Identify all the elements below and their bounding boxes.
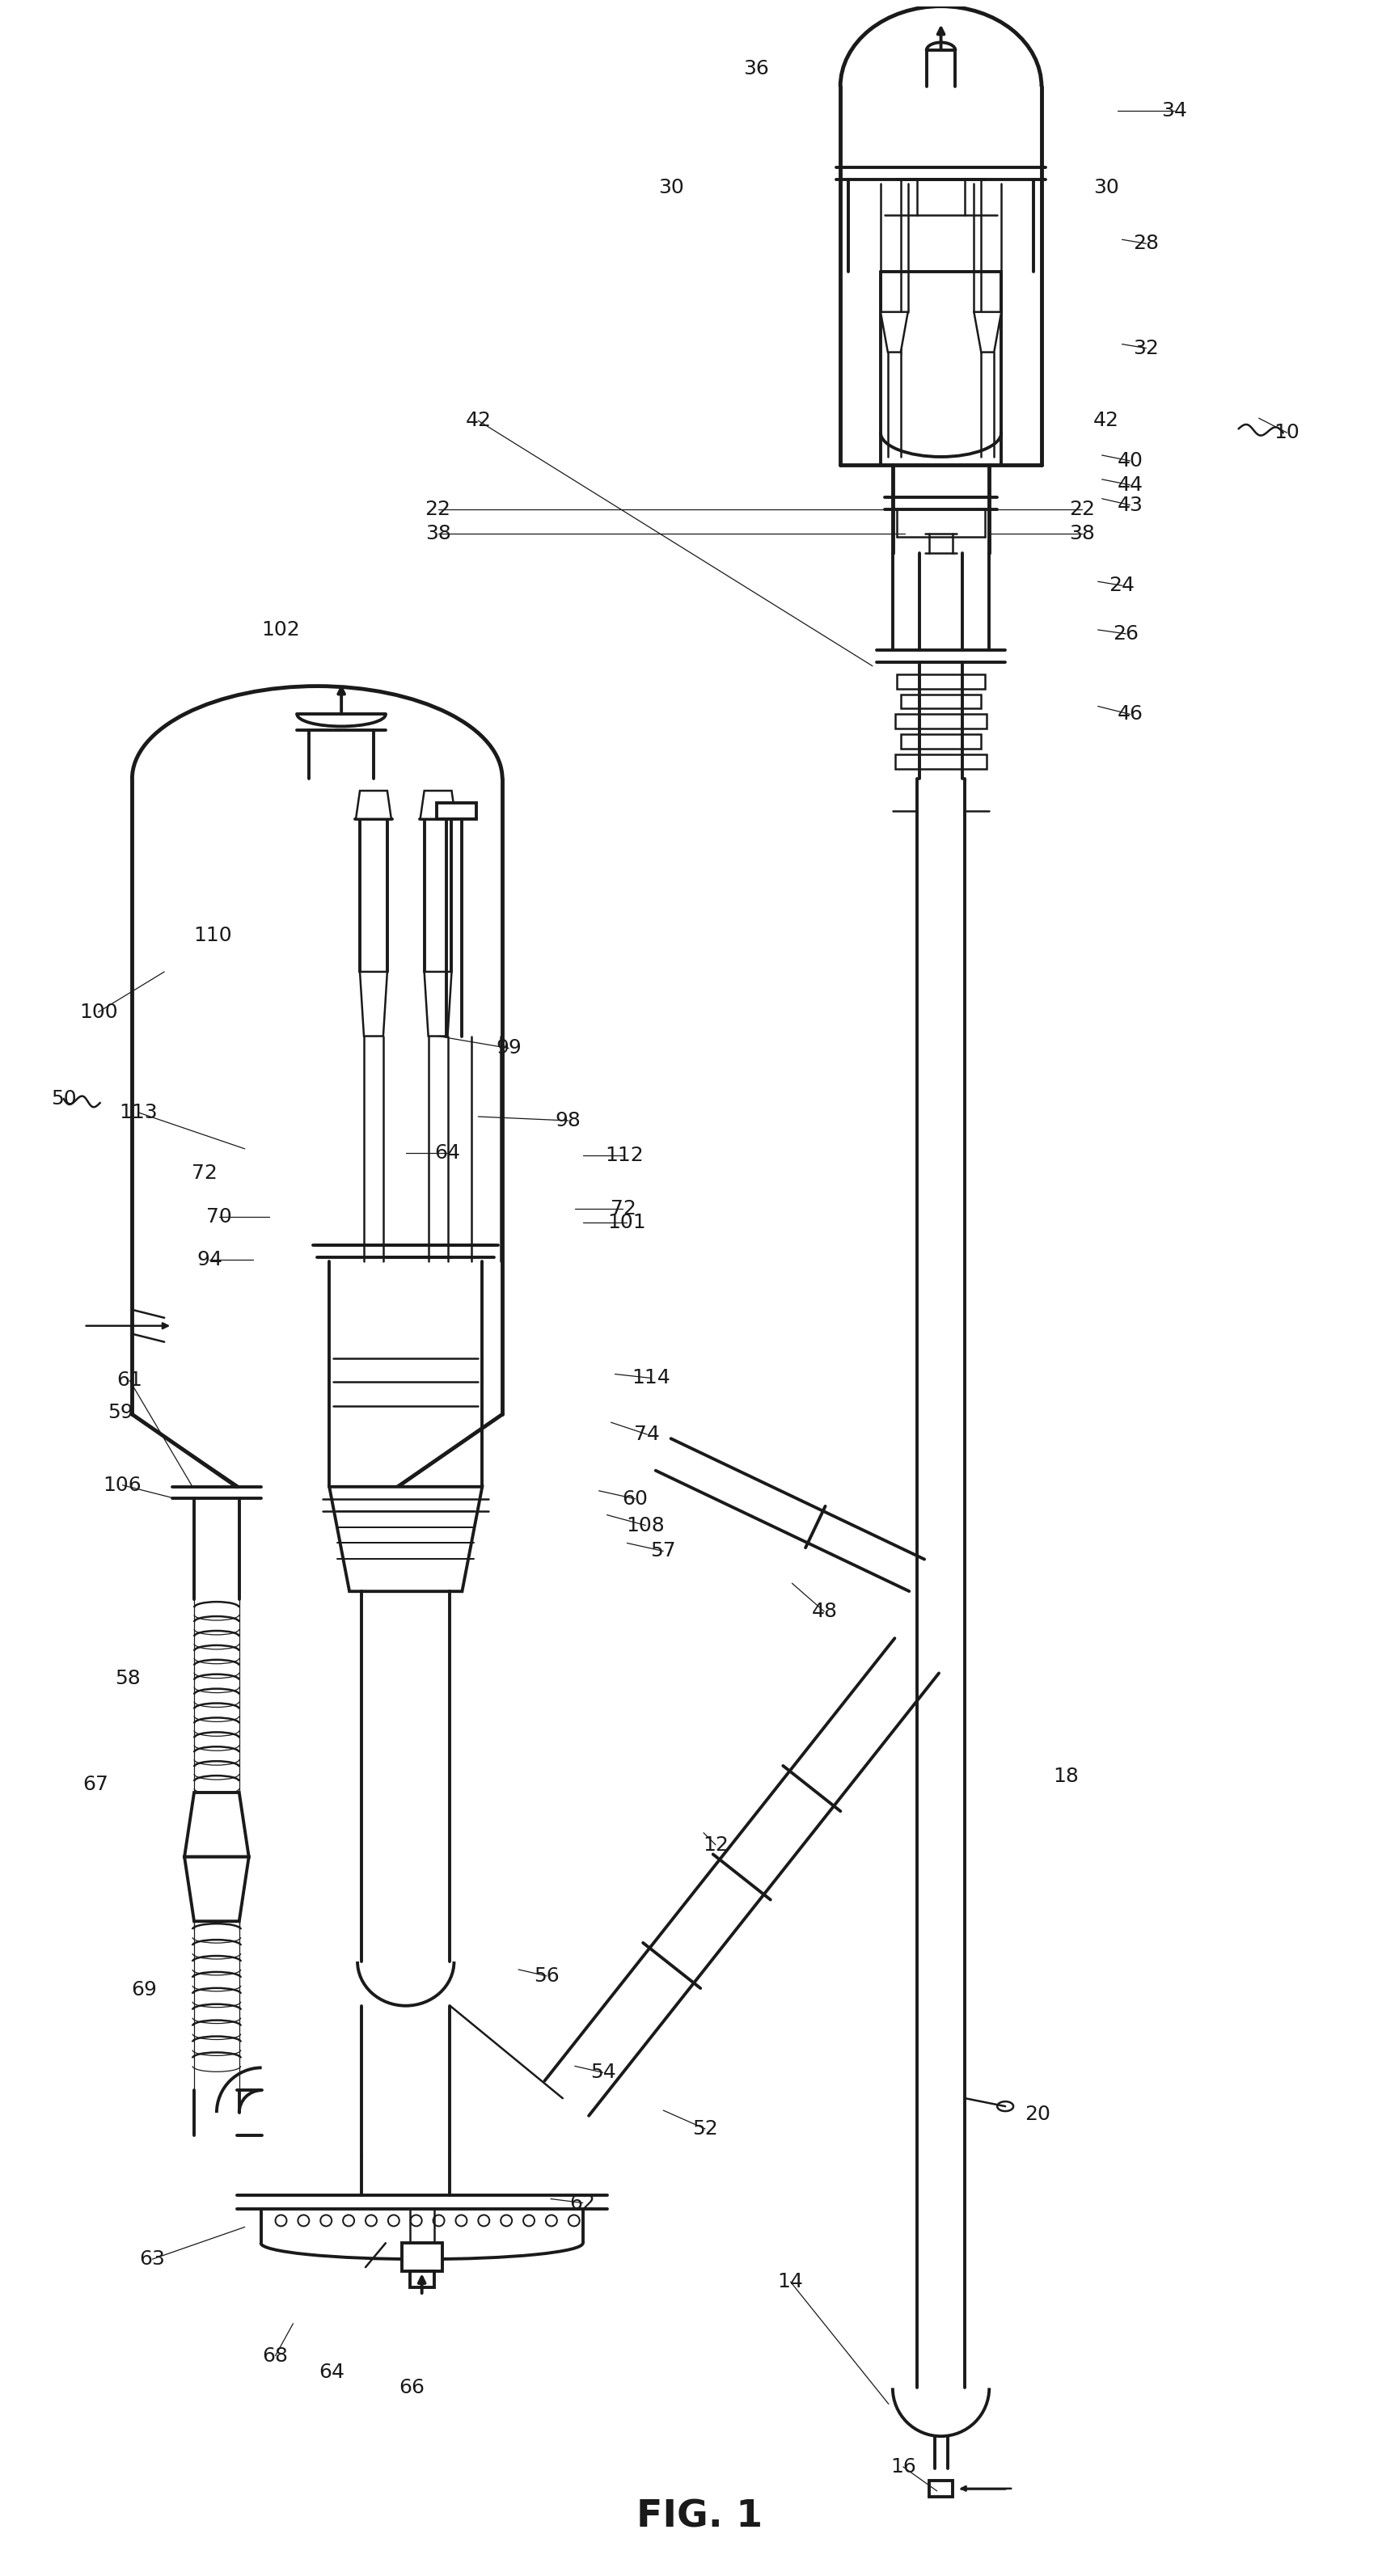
- Text: 30: 30: [1093, 178, 1118, 196]
- Polygon shape: [974, 312, 1000, 353]
- Text: 113: 113: [119, 1103, 158, 1123]
- Polygon shape: [900, 693, 981, 708]
- Polygon shape: [185, 1857, 249, 1922]
- Text: 22: 22: [1069, 500, 1094, 518]
- Polygon shape: [420, 791, 456, 819]
- Text: 38: 38: [425, 523, 450, 544]
- Polygon shape: [355, 791, 392, 819]
- Text: 58: 58: [115, 1669, 141, 1687]
- Text: 72: 72: [610, 1200, 635, 1218]
- Text: 30: 30: [658, 178, 684, 196]
- Text: 56: 56: [533, 1965, 560, 1986]
- Text: 98: 98: [555, 1110, 581, 1131]
- Text: 70: 70: [206, 1208, 232, 1226]
- Text: 108: 108: [625, 1515, 665, 1535]
- Bar: [929, 2481, 953, 2496]
- Text: 50: 50: [50, 1090, 77, 1108]
- Bar: [402, 2244, 442, 2272]
- Text: 14: 14: [776, 2272, 803, 2293]
- Text: 18: 18: [1052, 1767, 1079, 1785]
- Text: 59: 59: [108, 1404, 133, 1422]
- Text: 100: 100: [78, 1002, 118, 1023]
- Text: FIG. 1: FIG. 1: [637, 2499, 762, 2535]
- Text: 60: 60: [623, 1489, 648, 1510]
- Polygon shape: [900, 734, 981, 750]
- Text: 36: 36: [743, 59, 768, 80]
- Text: 64: 64: [319, 2362, 344, 2383]
- Text: 102: 102: [262, 621, 301, 639]
- Text: 43: 43: [1116, 495, 1143, 515]
- Polygon shape: [185, 1793, 249, 1857]
- Text: 42: 42: [464, 412, 491, 430]
- Polygon shape: [897, 675, 985, 688]
- Polygon shape: [880, 312, 908, 353]
- Text: 69: 69: [132, 1981, 157, 1999]
- Text: 42: 42: [1093, 412, 1118, 430]
- Text: 28: 28: [1133, 234, 1158, 252]
- Bar: [410, 2272, 434, 2287]
- Text: 61: 61: [116, 1370, 143, 1391]
- Text: 20: 20: [1024, 2105, 1049, 2125]
- Text: 16: 16: [890, 2458, 915, 2476]
- Text: 57: 57: [651, 1540, 676, 1561]
- Text: 67: 67: [83, 1775, 109, 1793]
- Text: 99: 99: [495, 1038, 522, 1059]
- Text: 10: 10: [1273, 422, 1300, 443]
- Text: 22: 22: [425, 500, 450, 518]
- Text: 38: 38: [1069, 523, 1094, 544]
- Polygon shape: [894, 755, 986, 770]
- Text: 40: 40: [1116, 451, 1143, 471]
- Text: 62: 62: [569, 2192, 596, 2213]
- Text: 112: 112: [604, 1146, 644, 1164]
- Text: 46: 46: [1116, 706, 1143, 724]
- Polygon shape: [360, 971, 388, 1036]
- Polygon shape: [329, 1486, 481, 1592]
- Text: 106: 106: [104, 1476, 141, 1494]
- Text: 68: 68: [262, 2347, 288, 2365]
- Text: 44: 44: [1116, 474, 1143, 495]
- Text: 114: 114: [631, 1368, 670, 1388]
- Text: 63: 63: [140, 2249, 165, 2269]
- Text: 24: 24: [1108, 577, 1135, 595]
- Text: 110: 110: [193, 925, 232, 945]
- Text: 34: 34: [1161, 100, 1186, 121]
- Text: 52: 52: [693, 2120, 718, 2138]
- Text: 54: 54: [590, 2063, 616, 2081]
- Bar: [436, 804, 476, 819]
- Text: 94: 94: [196, 1249, 222, 1270]
- Polygon shape: [424, 971, 452, 1036]
- Polygon shape: [894, 714, 986, 729]
- Text: 12: 12: [702, 1834, 727, 1855]
- Text: 72: 72: [192, 1164, 217, 1182]
- Text: 66: 66: [399, 2378, 425, 2398]
- Text: 74: 74: [634, 1425, 660, 1445]
- Text: 32: 32: [1133, 337, 1158, 358]
- Text: 64: 64: [435, 1144, 460, 1162]
- Text: 48: 48: [811, 1602, 837, 1620]
- Text: 101: 101: [607, 1213, 646, 1231]
- Text: 26: 26: [1112, 623, 1139, 644]
